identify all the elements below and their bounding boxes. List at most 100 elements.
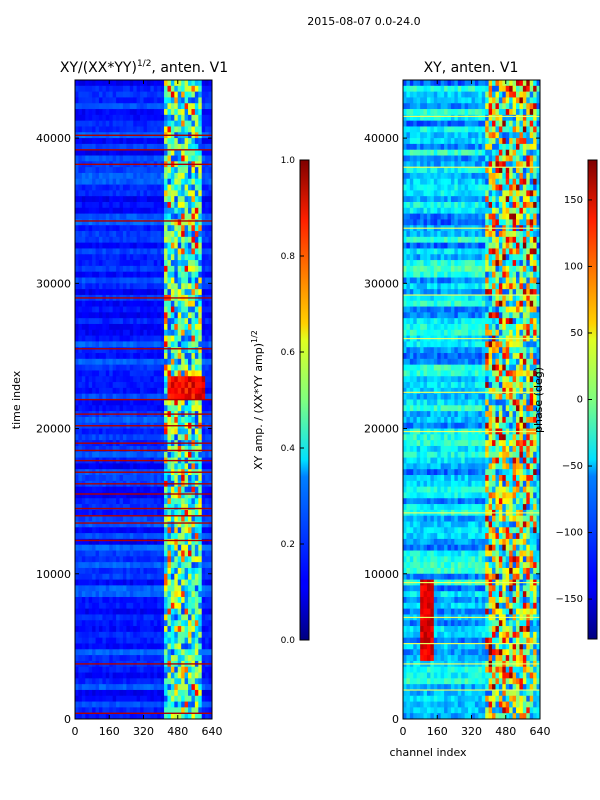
amplitude-cell <box>201 428 206 435</box>
amplitude-cell <box>205 323 209 331</box>
amplitude-cell <box>181 248 185 255</box>
amplitude-cell <box>122 329 127 336</box>
amplitude-cell <box>105 521 110 528</box>
amplitude-cell <box>78 155 83 162</box>
amplitude-cell <box>116 550 120 557</box>
amplitude-cell <box>164 155 168 162</box>
amplitude-cell <box>126 91 131 98</box>
amplitude-cell <box>92 591 96 598</box>
amplitude-cell <box>102 707 107 714</box>
amplitude-cell <box>102 637 107 644</box>
phase-cell <box>533 97 537 104</box>
amplitude-cell <box>181 138 185 145</box>
amplitude-cell <box>136 236 141 244</box>
amplitude-cell <box>78 323 83 331</box>
amplitude-cell <box>119 323 124 331</box>
amplitude-cell <box>133 260 138 267</box>
amplitude-cell <box>98 353 103 360</box>
phase-cell <box>457 126 462 133</box>
amplitude-cell <box>174 138 179 145</box>
amplitude-cell <box>174 300 179 307</box>
amplitude-cell <box>157 353 162 360</box>
amplitude-cell <box>174 126 179 133</box>
amplitude-cell <box>150 597 155 604</box>
amplitude-cell <box>184 672 189 679</box>
amplitude-cell <box>205 544 209 551</box>
amplitude-cell <box>164 544 168 551</box>
amplitude-cell <box>194 428 199 435</box>
amplitude-cell <box>85 190 90 197</box>
amplitude-cell <box>85 538 90 546</box>
amplitude-cell <box>205 329 209 336</box>
amplitude-cell <box>184 562 189 569</box>
amplitude-cell <box>160 323 165 331</box>
amplitude-cell <box>133 434 138 441</box>
amplitude-cell <box>119 248 124 255</box>
amplitude-cell <box>201 329 206 336</box>
amplitude-cell <box>105 271 110 278</box>
amplitude-cell <box>157 416 162 424</box>
amplitude-cell <box>160 504 165 511</box>
amplitude-cell <box>170 550 175 557</box>
amplitude-cell <box>98 323 103 331</box>
amplitude-cell <box>181 713 185 720</box>
amplitude-cell <box>119 556 124 563</box>
amplitude-cell <box>198 190 203 197</box>
phase-panel-title: XY, anten. V1 <box>424 60 519 76</box>
phase-cell <box>409 149 414 156</box>
amplitude-cell <box>208 318 213 325</box>
amplitude-cell <box>109 713 114 720</box>
amplitude-cell <box>109 219 114 226</box>
amplitude-cell <box>85 149 90 156</box>
amplitude-cell <box>129 631 134 639</box>
phase-cell <box>413 80 418 87</box>
amplitude-cell <box>198 550 203 557</box>
amplitude-cell <box>116 265 120 273</box>
phase-cell <box>519 126 524 133</box>
amplitude-cell <box>126 254 131 261</box>
phase-cell <box>444 138 448 145</box>
phase-cell <box>481 149 486 156</box>
amplitude-cell <box>143 207 148 215</box>
amplitude-cell <box>95 689 100 697</box>
amplitude-cell <box>174 678 179 685</box>
amplitude-cell <box>164 573 168 580</box>
amplitude-cell <box>188 364 192 371</box>
amplitude-cell <box>126 283 131 290</box>
phase-cell <box>481 126 486 133</box>
amplitude-cell <box>146 283 151 290</box>
amplitude-cell <box>105 312 110 319</box>
amplitude-cell <box>191 434 196 441</box>
amplitude-cell <box>95 219 100 226</box>
amplitude-cell <box>129 335 134 342</box>
amplitude-cell <box>92 701 96 708</box>
amplitude-cell <box>133 120 138 127</box>
amplitude-cell <box>136 91 141 98</box>
phase-cell <box>457 85 462 93</box>
amplitude-cell <box>167 231 172 238</box>
amplitude-cell <box>95 498 100 505</box>
amplitude-cell <box>170 399 175 406</box>
phase-cell <box>526 103 531 110</box>
amplitude-cell <box>102 504 107 511</box>
amplitude-cell <box>112 655 117 662</box>
amplitude-cell <box>98 178 103 185</box>
amplitude-cell <box>177 649 182 656</box>
amplitude-cell <box>170 167 175 174</box>
amplitude-cell <box>78 608 83 615</box>
amplitude-cell <box>201 393 206 400</box>
amplitude-cell <box>95 445 100 453</box>
amplitude-cell <box>194 289 199 296</box>
amplitude-cell <box>140 236 144 244</box>
amplitude-cell <box>102 91 107 98</box>
amplitude-cell <box>105 85 110 93</box>
amplitude-cell <box>188 318 192 325</box>
amplitude-cell <box>188 335 192 342</box>
amplitude-cell <box>181 364 185 371</box>
amplitude-cell <box>150 567 155 575</box>
amplitude-cell <box>133 114 138 122</box>
amplitude-cell <box>208 463 213 470</box>
amplitude-cell <box>105 678 110 685</box>
amplitude-cell <box>98 364 103 371</box>
amplitude-cell <box>201 265 206 273</box>
